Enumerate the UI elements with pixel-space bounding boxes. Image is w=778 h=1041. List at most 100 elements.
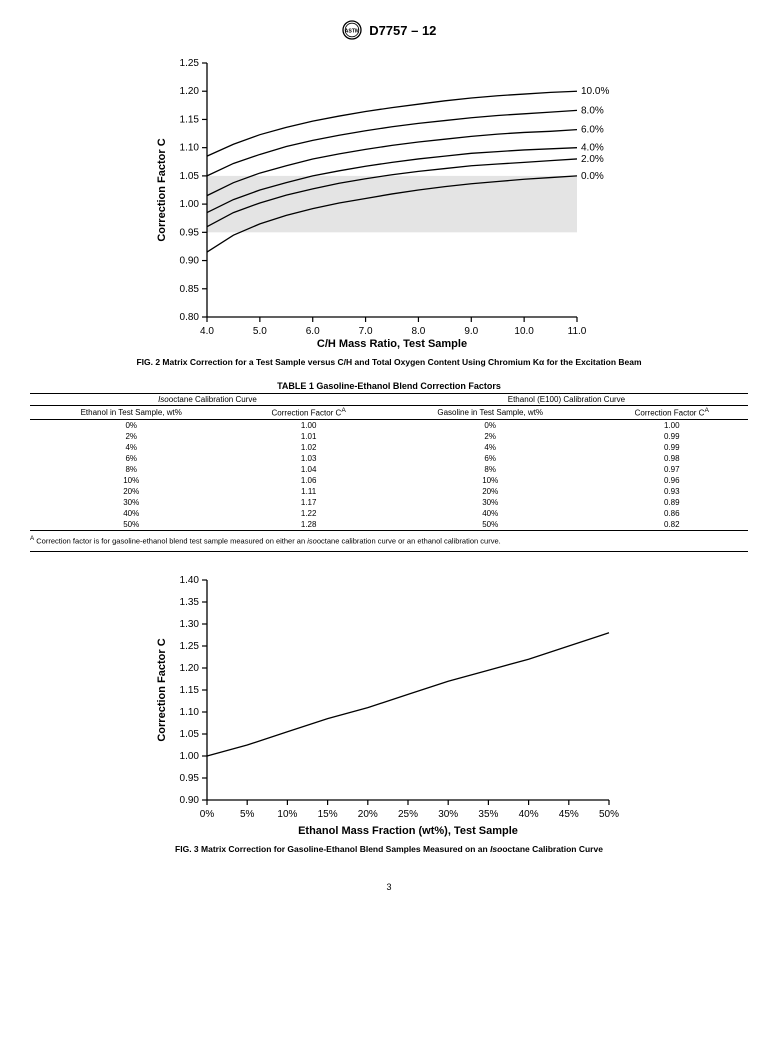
table1-col2: Correction Factor CA <box>232 406 384 420</box>
table-cell: 0.89 <box>596 497 748 508</box>
table-cell: 0% <box>30 419 232 431</box>
svg-text:0.90: 0.90 <box>180 795 200 806</box>
table1-group-right: Ethanol (E100) Calibration Curve <box>385 394 748 406</box>
svg-text:0.95: 0.95 <box>180 773 200 784</box>
svg-text:9.0: 9.0 <box>464 326 478 337</box>
table-row: 30%1.1730%0.89 <box>30 497 748 508</box>
svg-text:6.0%: 6.0% <box>581 125 604 136</box>
page-header: ASTM D7757 – 12 <box>30 20 748 43</box>
svg-text:0.0%: 0.0% <box>581 171 604 182</box>
svg-text:Correction Factor C: Correction Factor C <box>156 638 168 741</box>
svg-text:1.15: 1.15 <box>180 114 200 125</box>
svg-text:20%: 20% <box>358 809 378 820</box>
svg-text:10%: 10% <box>277 809 297 820</box>
table-cell: 1.03 <box>232 453 384 464</box>
table-row: 4%1.024%0.99 <box>30 442 748 453</box>
svg-text:25%: 25% <box>398 809 418 820</box>
table-cell: 2% <box>30 431 232 442</box>
svg-text:4.0%: 4.0% <box>581 143 604 154</box>
table-cell: 20% <box>385 486 596 497</box>
fig3-chart-container: 0%5%10%15%20%25%30%35%40%45%50%0.900.951… <box>30 570 748 840</box>
svg-text:5%: 5% <box>240 809 255 820</box>
fig2-caption: FIG. 2 Matrix Correction for a Test Samp… <box>30 357 748 367</box>
table-cell: 1.01 <box>232 431 384 442</box>
table1-col1: Ethanol in Test Sample, wt% <box>30 406 232 420</box>
table-cell: 50% <box>385 519 596 531</box>
svg-text:0.80: 0.80 <box>180 312 200 323</box>
svg-text:Ethanol Mass Fraction (wt%), T: Ethanol Mass Fraction (wt%), Test Sample <box>298 825 518 837</box>
table-row: 0%1.000%1.00 <box>30 419 748 431</box>
svg-text:30%: 30% <box>438 809 458 820</box>
table-cell: 8% <box>30 464 232 475</box>
svg-text:5.0: 5.0 <box>253 326 267 337</box>
table-row: 20%1.1120%0.93 <box>30 486 748 497</box>
svg-text:C/H Mass Ratio, Test Sample: C/H Mass Ratio, Test Sample <box>317 338 467 350</box>
table-cell: 0% <box>385 419 596 431</box>
table-cell: 1.28 <box>232 519 384 531</box>
svg-text:2.0%: 2.0% <box>581 154 604 165</box>
svg-text:7.0: 7.0 <box>359 326 373 337</box>
table-cell: 30% <box>30 497 232 508</box>
svg-text:40%: 40% <box>519 809 539 820</box>
table-cell: 0.97 <box>596 464 748 475</box>
table-cell: 1.02 <box>232 442 384 453</box>
fig2-chart: 4.05.06.07.08.09.010.011.00.800.850.900.… <box>149 53 629 353</box>
table-cell: 1.11 <box>232 486 384 497</box>
table-cell: 1.00 <box>232 419 384 431</box>
svg-text:1.15: 1.15 <box>180 685 200 696</box>
svg-text:0%: 0% <box>200 809 215 820</box>
table-cell: 1.04 <box>232 464 384 475</box>
astm-logo-icon: ASTM <box>342 20 362 43</box>
table1: Isooctane Calibration Curve Ethanol (E10… <box>30 393 748 531</box>
table-cell: 1.00 <box>596 419 748 431</box>
svg-text:1.05: 1.05 <box>180 171 200 182</box>
svg-text:ASTM: ASTM <box>344 29 359 35</box>
svg-text:35%: 35% <box>478 809 498 820</box>
svg-text:Correction Factor C: Correction Factor C <box>156 138 168 241</box>
table-cell: 0.82 <box>596 519 748 531</box>
fig3-chart: 0%5%10%15%20%25%30%35%40%45%50%0.900.951… <box>149 570 629 840</box>
svg-text:50%: 50% <box>599 809 619 820</box>
svg-text:15%: 15% <box>318 809 338 820</box>
svg-text:10.0: 10.0 <box>514 326 534 337</box>
svg-text:1.25: 1.25 <box>180 641 200 652</box>
svg-text:0.85: 0.85 <box>180 284 200 295</box>
page-number: 3 <box>30 882 748 892</box>
table-cell: 1.22 <box>232 508 384 519</box>
svg-text:10.0%: 10.0% <box>581 86 609 97</box>
svg-text:1.25: 1.25 <box>180 58 200 69</box>
table-cell: 2% <box>385 431 596 442</box>
svg-text:6.0: 6.0 <box>306 326 320 337</box>
table-cell: 1.06 <box>232 475 384 486</box>
table-cell: 4% <box>30 442 232 453</box>
table-cell: 0.93 <box>596 486 748 497</box>
table-cell: 4% <box>385 442 596 453</box>
table1-col-header: Ethanol in Test Sample, wt% Correction F… <box>30 406 748 420</box>
table-row: 40%1.2240%0.86 <box>30 508 748 519</box>
table-cell: 50% <box>30 519 232 531</box>
table1-group-left: Isooctane Calibration Curve <box>30 394 385 406</box>
svg-text:1.20: 1.20 <box>180 86 200 97</box>
table-cell: 10% <box>385 475 596 486</box>
table-cell: 40% <box>385 508 596 519</box>
svg-text:0.90: 0.90 <box>180 256 200 267</box>
table-cell: 30% <box>385 497 596 508</box>
table-row: 10%1.0610%0.96 <box>30 475 748 486</box>
svg-text:1.05: 1.05 <box>180 729 200 740</box>
table-cell: 0.86 <box>596 508 748 519</box>
svg-text:1.00: 1.00 <box>180 199 200 210</box>
table-cell: 0.96 <box>596 475 748 486</box>
svg-text:1.30: 1.30 <box>180 619 200 630</box>
table1-col4: Correction Factor CA <box>596 406 748 420</box>
table1-footnote: A Correction factor is for gasoline-etha… <box>30 535 748 553</box>
table-cell: 40% <box>30 508 232 519</box>
fig3-caption: FIG. 3 Matrix Correction for Gasoline-Et… <box>30 844 748 854</box>
table-cell: 20% <box>30 486 232 497</box>
svg-text:1.40: 1.40 <box>180 575 200 586</box>
svg-text:1.00: 1.00 <box>180 751 200 762</box>
table1-title: TABLE 1 Gasoline-Ethanol Blend Correctio… <box>30 381 748 391</box>
svg-text:0.95: 0.95 <box>180 227 200 238</box>
table-cell: 0.98 <box>596 453 748 464</box>
svg-text:8.0%: 8.0% <box>581 105 604 116</box>
svg-text:4.0: 4.0 <box>200 326 214 337</box>
